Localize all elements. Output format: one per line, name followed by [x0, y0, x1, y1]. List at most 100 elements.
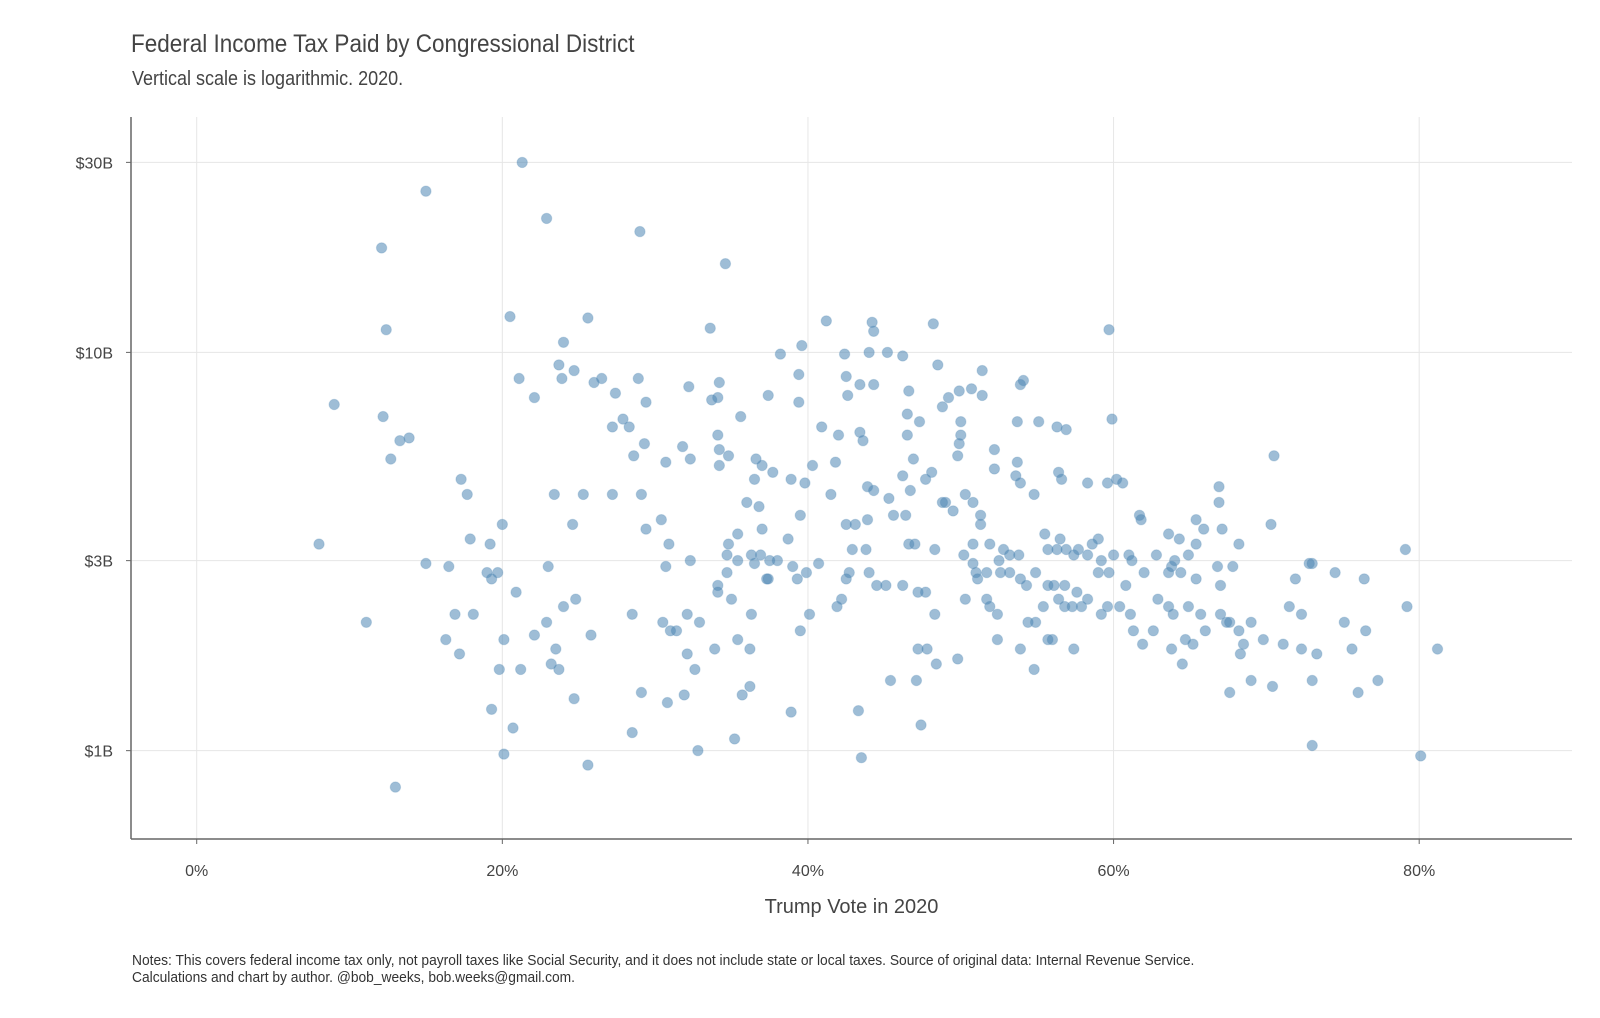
data-point — [725, 593, 738, 605]
data-point — [704, 322, 716, 334]
data-point — [375, 242, 388, 254]
data-point — [991, 608, 1004, 620]
x-axis-title: Trump Vote in 2020 — [765, 896, 939, 918]
data-point — [1095, 608, 1108, 620]
data-point — [1234, 648, 1247, 660]
data-point — [1190, 573, 1202, 585]
data-point — [606, 421, 619, 433]
data-point — [991, 633, 1004, 646]
data-point — [745, 608, 758, 620]
data-point — [1114, 600, 1126, 613]
data-point — [1245, 674, 1257, 687]
data-point — [1068, 643, 1080, 655]
data-point — [1033, 416, 1045, 428]
data-point — [516, 156, 528, 169]
data-point — [838, 348, 851, 360]
data-point — [440, 633, 452, 646]
data-point — [1358, 573, 1370, 585]
data-point — [816, 421, 828, 433]
data-point — [840, 370, 852, 383]
data-point — [897, 350, 909, 362]
data-point — [988, 443, 1001, 456]
data-point — [796, 339, 808, 352]
data-point — [953, 438, 965, 450]
data-point — [557, 600, 570, 613]
data-point — [1360, 625, 1372, 637]
data-point — [528, 629, 541, 641]
data-point — [907, 453, 920, 465]
data-point — [857, 435, 869, 447]
data-point — [1138, 566, 1150, 579]
data-point — [863, 346, 875, 359]
x-tick-label: 40% — [792, 863, 824, 880]
data-point — [732, 633, 744, 646]
data-point — [1306, 674, 1318, 687]
data-point — [683, 381, 695, 393]
data-point — [492, 566, 504, 579]
data-point — [504, 310, 516, 323]
data-point — [380, 324, 392, 336]
x-tick-label: 20% — [486, 863, 518, 880]
data-point — [832, 429, 845, 441]
data-point — [1014, 643, 1027, 655]
data-point — [1081, 593, 1094, 605]
data-point — [958, 549, 970, 561]
data-point — [1081, 477, 1094, 489]
data-point — [513, 372, 525, 385]
data-point — [868, 378, 880, 391]
data-point — [1199, 625, 1212, 637]
data-point — [1106, 413, 1118, 425]
notes-line-1: Notes: This covers federal income tax on… — [132, 952, 1195, 969]
data-point — [1055, 473, 1068, 485]
data-point — [732, 554, 744, 567]
data-point — [971, 573, 984, 585]
data-point — [936, 401, 949, 413]
data-point — [635, 686, 648, 699]
data-point — [540, 616, 553, 628]
data-point — [993, 554, 1005, 567]
y-tick-label: $10B — [76, 345, 113, 362]
data-point — [785, 706, 797, 718]
data-point — [901, 429, 913, 441]
data-point — [884, 674, 897, 687]
data-point — [1213, 481, 1225, 493]
data-point — [721, 549, 733, 561]
data-point — [1198, 523, 1210, 535]
data-point — [732, 528, 744, 540]
data-point — [926, 466, 938, 478]
data-point — [689, 663, 701, 676]
data-point — [936, 496, 949, 509]
data-point — [681, 648, 693, 660]
data-point — [901, 408, 913, 420]
data-point — [313, 538, 325, 550]
data-point — [1046, 633, 1059, 646]
data-point — [498, 633, 510, 646]
data-point — [623, 421, 635, 433]
data-point — [634, 225, 646, 238]
grid-layer — [131, 117, 1572, 839]
data-point — [496, 518, 508, 531]
data-point — [493, 663, 505, 676]
data-point — [799, 477, 811, 489]
data-point — [661, 696, 674, 709]
data-point — [568, 693, 580, 705]
data-point — [1120, 579, 1132, 592]
data-point — [762, 389, 774, 402]
data-point — [1214, 579, 1227, 592]
data-point — [793, 396, 805, 408]
data-point — [557, 336, 570, 348]
data-point — [663, 538, 675, 550]
data-point — [1103, 324, 1115, 336]
data-point — [756, 459, 768, 472]
data-point — [919, 586, 932, 598]
data-point — [843, 566, 855, 579]
data-point — [741, 496, 753, 509]
data-point — [868, 484, 880, 497]
data-point — [684, 554, 696, 567]
data-point — [1048, 579, 1060, 592]
data-point — [684, 453, 696, 465]
data-point — [467, 608, 479, 620]
data-point — [1039, 528, 1051, 540]
data-point — [670, 625, 683, 637]
data-point — [794, 509, 806, 521]
